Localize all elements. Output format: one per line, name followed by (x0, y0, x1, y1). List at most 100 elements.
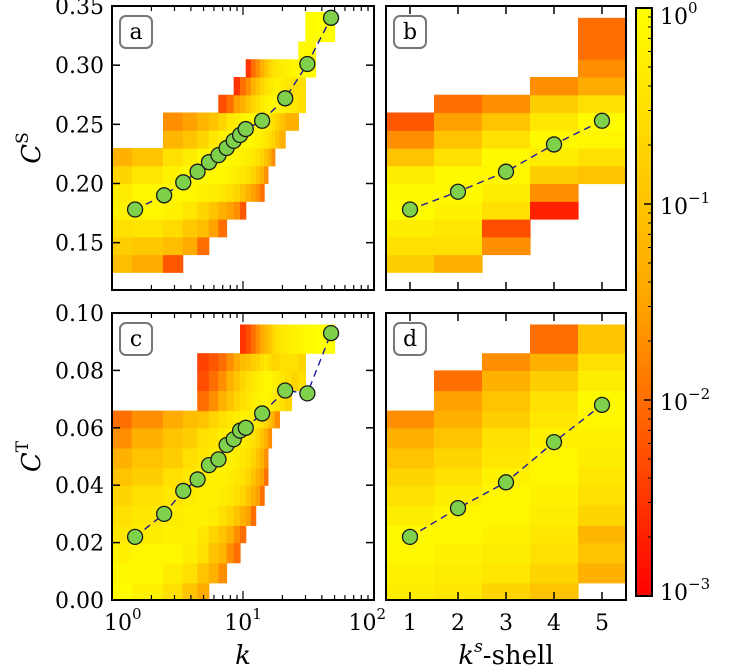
heatmap-cell (226, 410, 235, 429)
heatmap-cell (233, 467, 241, 486)
heatmap-cell (530, 77, 579, 96)
heatmap-cell (250, 94, 257, 114)
heatmap-cell (255, 148, 261, 167)
data-point (126, 528, 144, 546)
heatmap-cell (255, 77, 261, 96)
heatmap-cell (260, 467, 265, 486)
heatmap-cell (131, 165, 164, 185)
heatmap-cell (226, 447, 235, 469)
heatmap-cell (131, 410, 164, 429)
data-point (299, 385, 316, 402)
heatmap-cell (208, 130, 219, 149)
heatmap-cell (182, 525, 198, 544)
heatmap-cell (578, 94, 626, 114)
heatmap-cell (197, 201, 210, 220)
panel-label-box (119, 322, 153, 356)
heatmap-cell (240, 485, 247, 506)
heatmap-cell (233, 370, 241, 392)
colorbar-tick-label: 100 (660, 0, 698, 30)
heatmap-cell (274, 94, 281, 114)
heatmap-cell (226, 525, 235, 544)
heatmap-cell (260, 130, 265, 149)
heatmap-cell (305, 324, 317, 354)
heatmap-cell (530, 370, 579, 392)
heatmap-cell (208, 562, 219, 584)
heatmap-cell (274, 370, 281, 392)
heatmap-cell (434, 427, 483, 449)
heatmap-cell (285, 112, 293, 131)
heatmap-cell (240, 447, 247, 469)
heatmap-cell (162, 410, 184, 429)
heatmap-cell (279, 324, 286, 354)
heatmap-cell (260, 165, 265, 185)
heatmap-cell (255, 485, 261, 506)
heatmap-cell (245, 410, 252, 429)
heatmap-cell (578, 59, 626, 78)
heatmap-cell (162, 236, 184, 256)
heatmap-cell (226, 201, 235, 220)
heatmap-cell (434, 236, 483, 256)
heatmap-cell (250, 505, 257, 526)
heatmap-cell (298, 353, 306, 371)
heatmap-cell (264, 427, 269, 449)
heatmap-cell (482, 183, 531, 202)
heatmap-cell (386, 447, 435, 469)
heatmap-cell (264, 353, 269, 371)
heatmap-cell (434, 130, 483, 149)
x-tick-label: 5 (595, 611, 609, 636)
heatmap-cell (208, 467, 219, 486)
heatmap-cell (255, 447, 261, 469)
heatmap-cell (255, 324, 261, 354)
heatmap-cell (578, 353, 626, 371)
heatmap-cell (482, 410, 531, 429)
heatmap-cell (197, 183, 210, 202)
heatmap-cell (112, 148, 133, 167)
heatmap-cell (291, 353, 299, 371)
heatmap-cell (250, 77, 257, 96)
heatmap-cell (208, 370, 219, 392)
heatmap-cell (112, 485, 133, 506)
heatmap-cell (162, 525, 184, 544)
heatmap-cell (274, 353, 281, 371)
heatmap-cell (245, 94, 252, 114)
heatmap-cell (233, 201, 241, 220)
heatmap-cell (162, 562, 184, 584)
heatmap-cell (434, 447, 483, 469)
heatmap-cell (226, 390, 235, 412)
heatmap-cell (218, 94, 228, 114)
heatmap-cell (245, 353, 252, 371)
data-point (497, 474, 515, 491)
heatmap-cell (264, 59, 269, 78)
heatmap-cell (197, 130, 210, 149)
heatmap-cell (112, 542, 133, 564)
y-tick-label: 0.15 (55, 232, 104, 257)
heatmap-cell (578, 485, 626, 506)
heatmap-cell (264, 148, 269, 167)
heatmap-cell (245, 505, 252, 526)
heatmap-cell (208, 165, 219, 185)
y-tick-label: 0.35 (55, 0, 104, 20)
heatmap-cell (112, 254, 133, 273)
heatmap-cell (530, 562, 579, 584)
heatmap-cell (260, 370, 265, 392)
heatmap-cell (162, 254, 184, 273)
heatmap-cell (245, 427, 252, 449)
heatmap-cell (274, 390, 281, 412)
heatmap-cell (250, 130, 257, 149)
heatmap-cell (233, 94, 241, 114)
heatmap-cell (482, 201, 531, 220)
heatmap-cell (482, 525, 531, 544)
panel-c-heatmap (112, 324, 336, 600)
heatmap-cell (182, 148, 198, 167)
heatmap-cell (264, 390, 269, 412)
heatmap-cell (530, 582, 579, 600)
panel-b-heatmap (386, 17, 626, 273)
heatmap-cell (482, 390, 531, 412)
heatmap-cell (250, 353, 257, 371)
heatmap-cell (218, 112, 228, 131)
heatmap-cell (240, 77, 247, 96)
heatmap-cell (218, 201, 228, 220)
heatmap-cell (233, 542, 241, 564)
colorbar (635, 7, 653, 597)
heatmap-cell (386, 165, 435, 185)
